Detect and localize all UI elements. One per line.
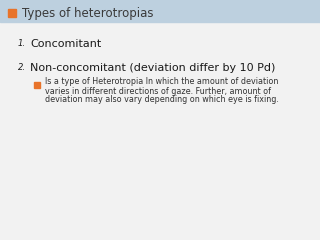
Text: Non-concomitant (deviation differ by 10 Pd): Non-concomitant (deviation differ by 10 … xyxy=(30,63,276,73)
Text: Types of heterotropias: Types of heterotropias xyxy=(22,6,154,19)
Bar xyxy=(34,82,40,88)
Text: 1.: 1. xyxy=(18,40,26,48)
Text: 2.: 2. xyxy=(18,64,26,72)
Bar xyxy=(8,9,16,17)
Text: varies in different directions of gaze. Further, amount of: varies in different directions of gaze. … xyxy=(45,86,271,96)
Text: deviation may also vary depending on which eye is fixing.: deviation may also vary depending on whi… xyxy=(45,96,279,104)
Bar xyxy=(0,0,320,22)
Text: Concomitant: Concomitant xyxy=(30,39,101,49)
Text: Is a type of Heterotropia In which the amount of deviation: Is a type of Heterotropia In which the a… xyxy=(45,78,278,86)
